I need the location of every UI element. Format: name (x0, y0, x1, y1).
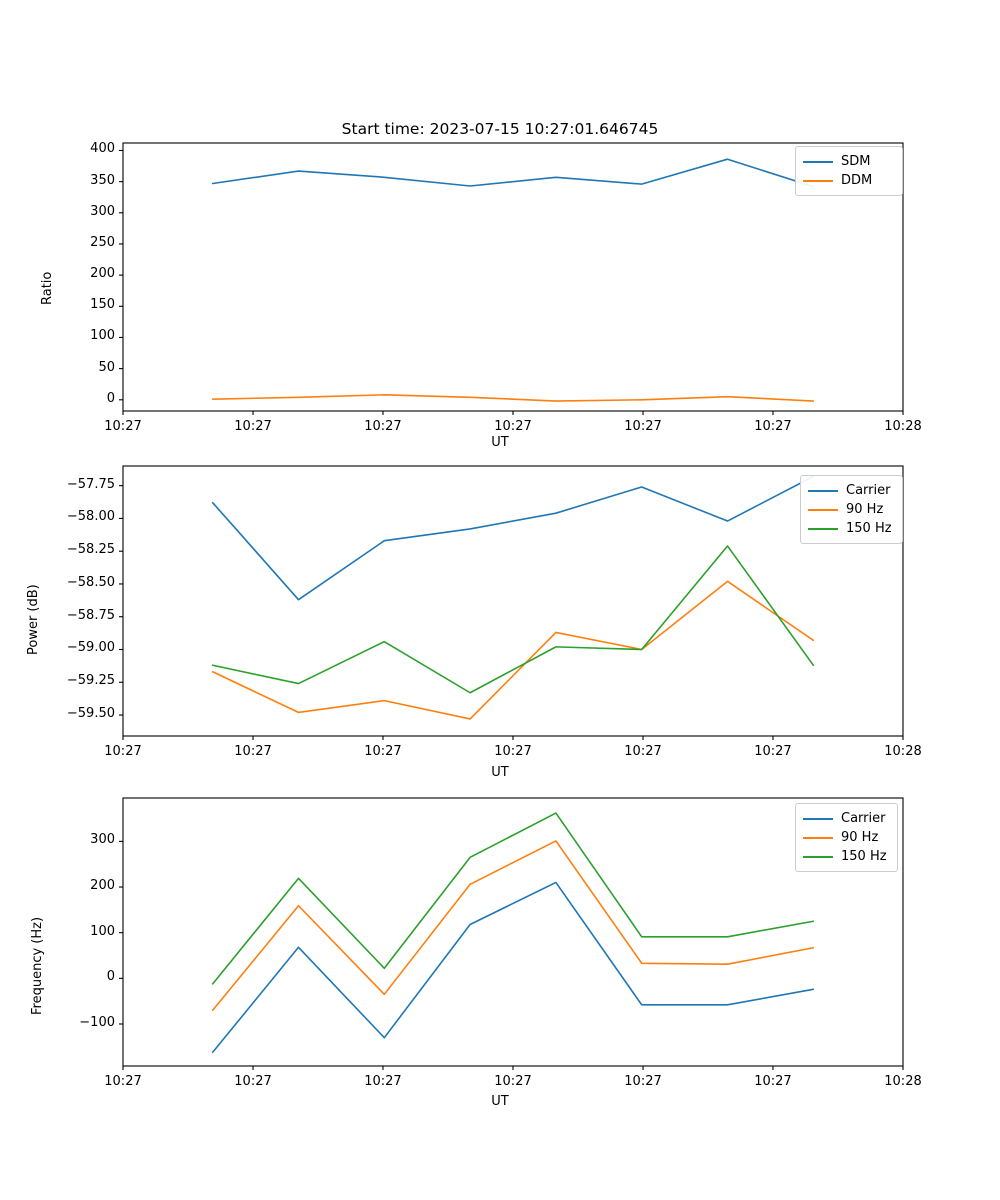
line-swatch-icon (808, 508, 838, 511)
x-tick-label: 10:27 (234, 744, 272, 759)
axes-frame (122, 797, 904, 1067)
x-tick-label: 10:27 (624, 419, 662, 434)
y-tick-label: −59.50 (66, 706, 115, 722)
legend-label: SDM (841, 154, 871, 169)
line-swatch-icon (808, 489, 838, 492)
y-tick-label: 200 (90, 878, 115, 894)
line-swatch-icon (803, 836, 833, 839)
x-tick-label: 10:27 (624, 744, 662, 759)
legend-label: 150 Hz (846, 521, 892, 536)
legend-item-150hz[interactable]: 150 Hz (808, 519, 895, 538)
y-tick-label: −58.75 (66, 607, 115, 623)
x-tick-label: 10:27 (104, 744, 142, 759)
x-tick-label: 10:28 (884, 419, 922, 434)
legend-label: 90 Hz (841, 830, 879, 845)
frequency-plot-canvas (119, 797, 904, 1070)
legend-item-sdm[interactable]: SDM (803, 152, 895, 171)
series-line-150-hz (211, 545, 815, 694)
x-tick-label: 10:27 (494, 419, 532, 434)
x-tick-label: 10:27 (494, 1074, 532, 1089)
legend-label: Carrier (841, 811, 886, 826)
y-tick-label: −58.50 (66, 574, 115, 590)
legend-item-carrier[interactable]: Carrier (808, 481, 895, 500)
legend-item-90hz[interactable]: 90 Hz (803, 828, 890, 847)
x-tick-label: 10:28 (884, 744, 922, 759)
subplot-ratio: Ratio UT SDM DDM (0, 0, 1000, 460)
x-tick-label: 10:27 (364, 1074, 402, 1089)
y-tick-label: −58.25 (66, 542, 115, 558)
y-tick-label: 300 (90, 832, 115, 848)
x-tick-label: 10:27 (754, 419, 792, 434)
y-tick-label: −59.00 (66, 640, 115, 656)
x-tick-label: 10:27 (364, 744, 402, 759)
x-tick-label: 10:27 (104, 419, 142, 434)
y-tick-label: −58.00 (66, 509, 115, 525)
legend-label: 150 Hz (841, 849, 887, 864)
subplot-power: Power (dB) UT Carrier 90 Hz 150 Hz (26, 465, 904, 780)
legend-label: DDM (841, 173, 873, 188)
y-tick-label: 50 (98, 359, 115, 375)
legend-label: 90 Hz (846, 502, 884, 517)
legend-item-150hz[interactable]: 150 Hz (803, 847, 890, 866)
y-tick-label: −100 (79, 1014, 115, 1030)
power-plot-canvas (119, 465, 904, 740)
line-swatch-icon (803, 817, 833, 820)
y-tick-label: −57.75 (66, 476, 115, 492)
series-line-90-hz (211, 840, 815, 1012)
y-tick-label: 100 (90, 923, 115, 939)
x-tick-label: 10:28 (884, 1074, 922, 1089)
y-tick-label: 0 (106, 390, 115, 406)
ratio-legend[interactable]: SDM DDM (795, 146, 903, 196)
line-swatch-icon (803, 855, 833, 858)
y-tick-label: 0 (106, 969, 115, 985)
frequency-x-axis-label: UT (491, 1094, 509, 1109)
figure-title: Start time: 2023-07-15 10:27:01.646745 (341, 120, 659, 138)
y-tick-label: 100 (90, 328, 115, 344)
frequency-legend[interactable]: Carrier 90 Hz 150 Hz (795, 803, 898, 872)
series-line-90-hz (211, 580, 815, 720)
line-swatch-icon (803, 160, 833, 163)
series-line-sdm (211, 158, 815, 188)
y-tick-label: 150 (90, 297, 115, 313)
y-tick-label: 300 (90, 203, 115, 219)
ratio-x-axis-label: UT (491, 435, 509, 450)
x-tick-label: 10:27 (624, 1074, 662, 1089)
legend-item-carrier[interactable]: Carrier (803, 809, 890, 828)
x-tick-label: 10:27 (364, 419, 402, 434)
series-line-carrier (211, 475, 815, 601)
x-tick-label: 10:27 (754, 744, 792, 759)
line-swatch-icon (803, 179, 833, 182)
x-tick-label: 10:27 (234, 1074, 272, 1089)
y-tick-label: 200 (90, 266, 115, 282)
line-swatch-icon (808, 527, 838, 530)
power-x-axis-label: UT (491, 765, 509, 780)
ratio-plot-canvas (119, 142, 904, 415)
legend-item-ddm[interactable]: DDM (803, 171, 895, 190)
y-tick-label: 350 (90, 172, 115, 188)
power-legend[interactable]: Carrier 90 Hz 150 Hz (800, 475, 903, 544)
y-tick-label: −59.25 (66, 673, 115, 689)
y-tick-label: 400 (90, 141, 115, 157)
x-tick-label: 10:27 (494, 744, 532, 759)
y-tick-label: 250 (90, 234, 115, 250)
legend-label: Carrier (846, 483, 891, 498)
x-tick-label: 10:27 (754, 1074, 792, 1089)
series-line-ddm (211, 393, 815, 402)
series-line-carrier (211, 881, 815, 1054)
legend-item-90hz[interactable]: 90 Hz (808, 500, 895, 519)
subplot-frequency: Frequency (Hz) UT Carrier 90 Hz 150 Hz (30, 797, 904, 1109)
series-line-150-hz (211, 812, 815, 985)
x-tick-label: 10:27 (104, 1074, 142, 1089)
x-tick-label: 10:27 (234, 419, 272, 434)
